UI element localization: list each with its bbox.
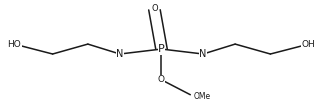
Text: O: O <box>152 4 158 13</box>
Text: HO: HO <box>7 40 21 49</box>
Text: N: N <box>199 49 207 59</box>
Text: N: N <box>116 49 124 59</box>
Text: O: O <box>158 75 165 84</box>
Text: OMe: OMe <box>193 92 211 101</box>
Text: OH: OH <box>302 40 316 49</box>
Text: P: P <box>158 44 165 54</box>
